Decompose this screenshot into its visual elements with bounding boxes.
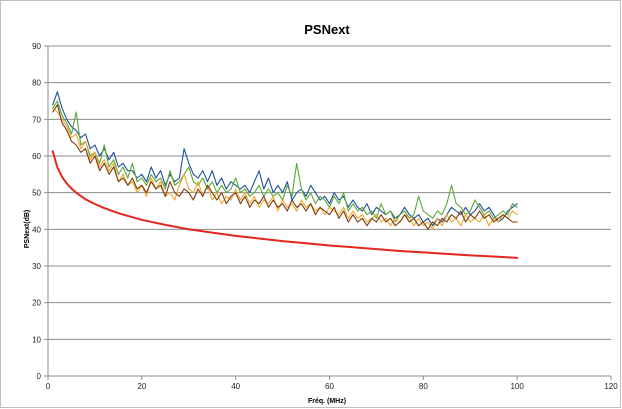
x-tick-label-40: 40 bbox=[231, 382, 240, 391]
y-tick-label-0: 0 bbox=[37, 372, 42, 381]
x-tick-label-80: 80 bbox=[419, 382, 428, 391]
limit-line bbox=[51, 150, 519, 259]
series-lines bbox=[51, 91, 519, 259]
y-axis-title: PSNext(dB) bbox=[24, 210, 31, 249]
y-tick-label-20: 20 bbox=[32, 299, 41, 308]
measurement-line-1 bbox=[52, 91, 518, 227]
x-tick-label-100: 100 bbox=[510, 382, 524, 391]
axes bbox=[44, 45, 612, 380]
x-tick-labels: 0 20 40 60 80 100 120 bbox=[46, 382, 618, 391]
measurement-line-2 bbox=[52, 100, 518, 223]
x-axis-title: Fréq. (MHz) bbox=[308, 398, 346, 405]
grid-lines bbox=[48, 45, 611, 340]
y-tick-label-90: 90 bbox=[32, 42, 41, 51]
y-tick-labels: 0 10 20 30 40 50 60 70 80 90 bbox=[32, 42, 41, 381]
y-tick-label-80: 80 bbox=[32, 79, 41, 88]
y-tick-label-70: 70 bbox=[32, 115, 41, 124]
y-tick-label-50: 50 bbox=[32, 189, 41, 198]
x-tick-label-60: 60 bbox=[325, 382, 334, 391]
x-tick-label-0: 0 bbox=[46, 382, 51, 391]
y-tick-label-40: 40 bbox=[32, 225, 41, 234]
y-tick-label-30: 30 bbox=[32, 262, 41, 271]
y-tick-label-60: 60 bbox=[32, 152, 41, 161]
chart-title: PSNext bbox=[304, 22, 350, 37]
x-tick-label-20: 20 bbox=[137, 382, 146, 391]
x-tick-label-120: 120 bbox=[604, 382, 618, 391]
measurement-line-4 bbox=[52, 104, 518, 230]
y-tick-label-10: 10 bbox=[32, 335, 41, 344]
